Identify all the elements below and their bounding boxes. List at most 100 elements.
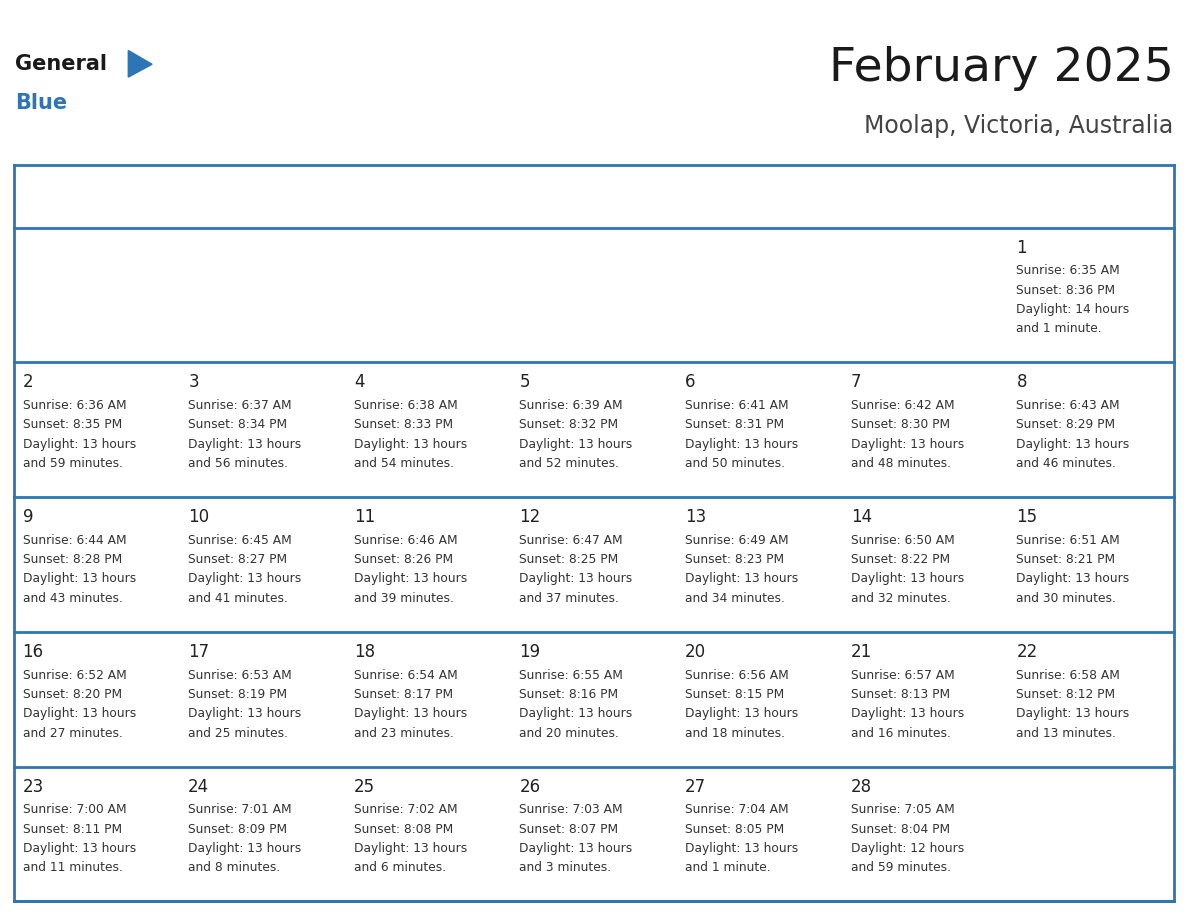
Text: Sunset: 8:22 PM: Sunset: 8:22 PM xyxy=(851,554,950,566)
Text: Sunrise: 7:02 AM: Sunrise: 7:02 AM xyxy=(354,803,457,816)
Text: Sunrise: 6:37 AM: Sunrise: 6:37 AM xyxy=(188,399,292,412)
Text: and 27 minutes.: and 27 minutes. xyxy=(23,726,122,740)
Text: Daylight: 12 hours: Daylight: 12 hours xyxy=(851,842,963,855)
Text: and 20 minutes.: and 20 minutes. xyxy=(519,726,619,740)
Text: and 56 minutes.: and 56 minutes. xyxy=(188,457,289,470)
Text: Sunset: 8:36 PM: Sunset: 8:36 PM xyxy=(1017,284,1116,297)
Text: Sunrise: 6:42 AM: Sunrise: 6:42 AM xyxy=(851,399,954,412)
Text: Daylight: 14 hours: Daylight: 14 hours xyxy=(1017,303,1130,316)
Text: 7: 7 xyxy=(851,374,861,391)
Text: 4: 4 xyxy=(354,374,365,391)
Text: and 34 minutes.: and 34 minutes. xyxy=(685,592,785,605)
Text: Sunrise: 7:04 AM: Sunrise: 7:04 AM xyxy=(685,803,789,816)
Text: Sunrise: 6:58 AM: Sunrise: 6:58 AM xyxy=(1017,668,1120,682)
Text: 16: 16 xyxy=(23,643,44,661)
Text: and 59 minutes.: and 59 minutes. xyxy=(23,457,122,470)
Text: Sunrise: 6:51 AM: Sunrise: 6:51 AM xyxy=(1017,534,1120,547)
Text: Friday: Friday xyxy=(855,187,918,206)
Text: and 41 minutes.: and 41 minutes. xyxy=(188,592,287,605)
Text: Sunset: 8:17 PM: Sunset: 8:17 PM xyxy=(354,688,453,701)
Text: Daylight: 13 hours: Daylight: 13 hours xyxy=(1017,573,1130,586)
Text: Sunrise: 6:46 AM: Sunrise: 6:46 AM xyxy=(354,534,457,547)
Text: Daylight: 13 hours: Daylight: 13 hours xyxy=(685,842,798,855)
Text: Sunset: 8:05 PM: Sunset: 8:05 PM xyxy=(685,823,784,835)
Text: and 13 minutes.: and 13 minutes. xyxy=(1017,726,1117,740)
Text: Sunset: 8:32 PM: Sunset: 8:32 PM xyxy=(519,419,619,431)
Text: Daylight: 13 hours: Daylight: 13 hours xyxy=(519,573,633,586)
Text: 24: 24 xyxy=(188,778,209,796)
Text: Daylight: 13 hours: Daylight: 13 hours xyxy=(188,438,302,451)
Text: Sunset: 8:19 PM: Sunset: 8:19 PM xyxy=(188,688,287,701)
Text: Sunday: Sunday xyxy=(27,187,102,206)
Text: Daylight: 13 hours: Daylight: 13 hours xyxy=(519,438,633,451)
Text: Daylight: 13 hours: Daylight: 13 hours xyxy=(23,707,135,721)
Text: Sunset: 8:21 PM: Sunset: 8:21 PM xyxy=(1017,554,1116,566)
Text: 21: 21 xyxy=(851,643,872,661)
Text: and 48 minutes.: and 48 minutes. xyxy=(851,457,950,470)
Text: Daylight: 13 hours: Daylight: 13 hours xyxy=(23,573,135,586)
Text: 5: 5 xyxy=(519,374,530,391)
Text: 19: 19 xyxy=(519,643,541,661)
Text: Daylight: 13 hours: Daylight: 13 hours xyxy=(23,842,135,855)
Text: Sunset: 8:12 PM: Sunset: 8:12 PM xyxy=(1017,688,1116,701)
Text: Sunset: 8:07 PM: Sunset: 8:07 PM xyxy=(519,823,619,835)
Text: Sunrise: 7:05 AM: Sunrise: 7:05 AM xyxy=(851,803,954,816)
Text: Sunset: 8:13 PM: Sunset: 8:13 PM xyxy=(851,688,950,701)
Text: Sunset: 8:35 PM: Sunset: 8:35 PM xyxy=(23,419,122,431)
Text: and 32 minutes.: and 32 minutes. xyxy=(851,592,950,605)
Text: 22: 22 xyxy=(1017,643,1037,661)
Text: and 30 minutes.: and 30 minutes. xyxy=(1017,592,1117,605)
Text: Daylight: 13 hours: Daylight: 13 hours xyxy=(188,707,302,721)
Text: 28: 28 xyxy=(851,778,872,796)
Text: Daylight: 13 hours: Daylight: 13 hours xyxy=(23,438,135,451)
Text: 8: 8 xyxy=(1017,374,1026,391)
Text: Sunrise: 6:36 AM: Sunrise: 6:36 AM xyxy=(23,399,126,412)
Text: and 46 minutes.: and 46 minutes. xyxy=(1017,457,1117,470)
Text: 10: 10 xyxy=(188,509,209,526)
Text: 6: 6 xyxy=(685,374,696,391)
Text: Sunrise: 6:35 AM: Sunrise: 6:35 AM xyxy=(1017,264,1120,277)
Text: 20: 20 xyxy=(685,643,706,661)
Text: 3: 3 xyxy=(188,374,198,391)
Text: Sunset: 8:16 PM: Sunset: 8:16 PM xyxy=(519,688,619,701)
Text: Sunrise: 6:57 AM: Sunrise: 6:57 AM xyxy=(851,668,954,682)
Text: Sunrise: 7:03 AM: Sunrise: 7:03 AM xyxy=(519,803,624,816)
Text: 2: 2 xyxy=(23,374,33,391)
Text: Daylight: 13 hours: Daylight: 13 hours xyxy=(188,842,302,855)
Text: Daylight: 13 hours: Daylight: 13 hours xyxy=(354,842,467,855)
Text: and 1 minute.: and 1 minute. xyxy=(685,861,771,874)
Text: Daylight: 13 hours: Daylight: 13 hours xyxy=(1017,707,1130,721)
Text: General: General xyxy=(15,54,107,74)
Text: Daylight: 13 hours: Daylight: 13 hours xyxy=(354,438,467,451)
Text: and 43 minutes.: and 43 minutes. xyxy=(23,592,122,605)
Text: Sunset: 8:29 PM: Sunset: 8:29 PM xyxy=(1017,419,1116,431)
Text: and 50 minutes.: and 50 minutes. xyxy=(685,457,785,470)
Text: 17: 17 xyxy=(188,643,209,661)
Text: Sunrise: 6:43 AM: Sunrise: 6:43 AM xyxy=(1017,399,1120,412)
Text: Sunset: 8:04 PM: Sunset: 8:04 PM xyxy=(851,823,950,835)
Text: Sunset: 8:25 PM: Sunset: 8:25 PM xyxy=(519,554,619,566)
Text: Daylight: 13 hours: Daylight: 13 hours xyxy=(685,573,798,586)
Text: and 23 minutes.: and 23 minutes. xyxy=(354,726,454,740)
Text: Sunrise: 6:44 AM: Sunrise: 6:44 AM xyxy=(23,534,126,547)
Text: Sunset: 8:08 PM: Sunset: 8:08 PM xyxy=(354,823,453,835)
Text: Moolap, Victoria, Australia: Moolap, Victoria, Australia xyxy=(865,114,1174,138)
Text: 26: 26 xyxy=(519,778,541,796)
Text: and 8 minutes.: and 8 minutes. xyxy=(188,861,280,874)
Text: Thursday: Thursday xyxy=(690,187,783,206)
Text: Sunset: 8:23 PM: Sunset: 8:23 PM xyxy=(685,554,784,566)
Text: Wednesday: Wednesday xyxy=(524,187,640,206)
Text: 15: 15 xyxy=(1017,509,1037,526)
Text: Sunrise: 7:00 AM: Sunrise: 7:00 AM xyxy=(23,803,126,816)
Text: Sunset: 8:28 PM: Sunset: 8:28 PM xyxy=(23,554,122,566)
Text: Sunset: 8:27 PM: Sunset: 8:27 PM xyxy=(188,554,287,566)
Text: Sunset: 8:20 PM: Sunset: 8:20 PM xyxy=(23,688,121,701)
Text: and 52 minutes.: and 52 minutes. xyxy=(519,457,619,470)
Text: Saturday: Saturday xyxy=(1022,187,1113,206)
Text: Sunset: 8:33 PM: Sunset: 8:33 PM xyxy=(354,419,453,431)
Text: 18: 18 xyxy=(354,643,375,661)
Text: Sunrise: 6:54 AM: Sunrise: 6:54 AM xyxy=(354,668,457,682)
Text: Sunset: 8:34 PM: Sunset: 8:34 PM xyxy=(188,419,287,431)
Text: Sunset: 8:26 PM: Sunset: 8:26 PM xyxy=(354,554,453,566)
Text: Daylight: 13 hours: Daylight: 13 hours xyxy=(851,573,963,586)
